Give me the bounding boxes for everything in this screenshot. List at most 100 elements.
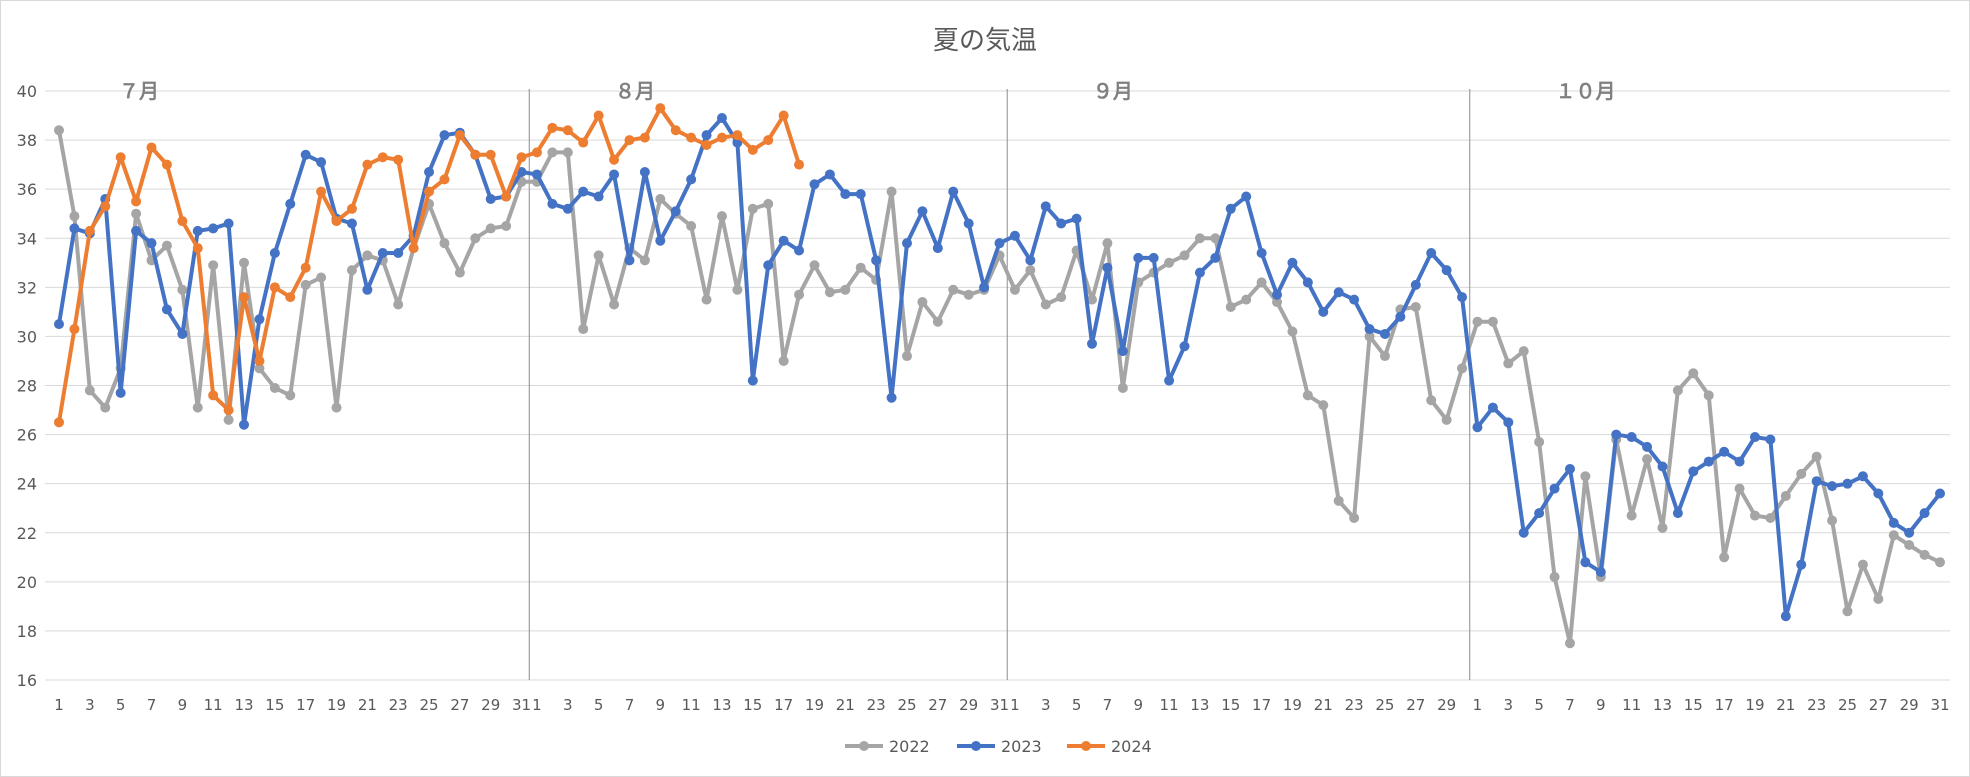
data-point-2024	[177, 216, 188, 227]
data-point-2022	[1780, 490, 1791, 501]
data-point-2022	[1472, 316, 1483, 327]
legend-item-2024: 2024	[1067, 737, 1152, 756]
data-point-2022	[1672, 385, 1683, 396]
data-point-2023	[809, 179, 820, 190]
month-label: １０月	[1555, 79, 1615, 103]
data-point-2022	[470, 233, 481, 244]
data-point-2022	[1873, 594, 1884, 605]
legend: 2022 2023 2024	[845, 737, 1152, 756]
data-point-2024	[794, 159, 805, 170]
data-point-2024	[439, 174, 450, 185]
data-point-2024	[84, 225, 95, 236]
data-point-2022	[1749, 510, 1760, 521]
gridlines	[45, 90, 1950, 681]
data-point-2022	[1410, 301, 1421, 312]
data-point-2022	[1688, 368, 1699, 379]
data-point-2023	[1935, 488, 1945, 499]
series-2022	[54, 125, 1945, 649]
data-point-2022	[932, 316, 943, 327]
data-point-2023	[1148, 252, 1159, 263]
data-point-2022	[223, 414, 234, 425]
data-point-2024	[470, 149, 481, 160]
data-point-2024	[562, 125, 573, 136]
data-point-2022	[747, 203, 758, 214]
y-tick-label: 30	[17, 327, 37, 346]
data-point-2022	[901, 351, 912, 362]
legend-item-2022: 2022	[845, 737, 930, 756]
data-point-2022	[886, 186, 897, 197]
data-point-2022	[1056, 292, 1067, 303]
data-point-2022	[609, 299, 620, 310]
data-point-2023	[346, 218, 357, 229]
x-tick-label: 3	[1504, 696, 1514, 714]
month-label: ７月	[119, 79, 159, 103]
x-tick-label: 23	[1807, 696, 1826, 714]
data-point-2024	[655, 103, 666, 114]
x-tick-label: 21	[358, 696, 377, 714]
data-point-2024	[547, 122, 558, 133]
data-point-2023	[485, 193, 496, 204]
data-point-2023	[794, 245, 805, 256]
data-point-2024	[208, 390, 219, 401]
legend-label: 2023	[1001, 737, 1042, 756]
data-point-2022	[1009, 284, 1020, 295]
y-tick-label: 32	[17, 278, 37, 297]
data-point-2022	[1703, 390, 1714, 401]
data-point-2022	[84, 385, 95, 396]
data-point-2023	[1719, 446, 1730, 457]
data-point-2024	[485, 149, 496, 160]
chart-title: 夏の気温	[933, 26, 1037, 56]
data-point-2023	[1071, 213, 1082, 224]
data-point-2022	[100, 402, 111, 413]
y-tick-label: 36	[17, 180, 37, 199]
data-point-2023	[1133, 252, 1144, 263]
data-point-2022	[1827, 515, 1838, 526]
data-point-2022	[686, 220, 697, 231]
x-tick-label: 23	[1345, 696, 1364, 714]
data-point-2022	[254, 363, 265, 374]
y-tick-label: 22	[17, 524, 37, 543]
data-point-2024	[531, 147, 542, 158]
data-point-2023	[778, 235, 789, 246]
data-point-2023	[131, 225, 142, 236]
data-point-2023	[1087, 338, 1098, 349]
data-point-2024	[593, 110, 604, 121]
data-point-2023	[1040, 201, 1051, 212]
data-point-2024	[54, 417, 64, 428]
data-point-2023	[1487, 402, 1498, 413]
data-point-2022	[593, 250, 604, 261]
data-point-2023	[1179, 341, 1190, 352]
x-tick-label: 27	[928, 696, 947, 714]
y-tick-label: 20	[17, 573, 37, 592]
data-point-2023	[763, 260, 774, 271]
x-tick-label: 23	[867, 696, 886, 714]
x-tick-label: 31	[512, 696, 531, 714]
x-tick-label: 9	[178, 696, 188, 714]
x-tick-label: 3	[563, 696, 573, 714]
data-point-2022	[1349, 513, 1360, 524]
data-point-2022	[701, 294, 712, 305]
data-point-2024	[316, 186, 327, 197]
data-point-2022	[1765, 513, 1776, 524]
data-point-2023	[239, 419, 250, 430]
data-point-2022	[1719, 552, 1730, 563]
data-point-2023	[855, 189, 866, 200]
data-point-2022	[69, 211, 80, 222]
data-point-2023	[1534, 508, 1545, 519]
data-point-2023	[963, 218, 974, 229]
data-point-2023	[1873, 488, 1884, 499]
data-point-2024	[778, 110, 789, 121]
data-point-2022	[1364, 331, 1375, 342]
y-tick-label: 34	[17, 229, 37, 248]
data-point-2024	[424, 186, 435, 197]
x-tick-label: 5	[116, 696, 126, 714]
x-tick-label: 31	[1930, 696, 1949, 714]
legend-swatch-marker	[1081, 741, 1091, 751]
legend-swatch-marker	[971, 741, 981, 751]
data-point-2022	[1657, 522, 1668, 533]
data-point-2023	[1457, 292, 1468, 303]
data-point-2024	[346, 203, 357, 214]
data-point-2022	[778, 355, 789, 366]
data-point-2023	[1611, 429, 1622, 440]
